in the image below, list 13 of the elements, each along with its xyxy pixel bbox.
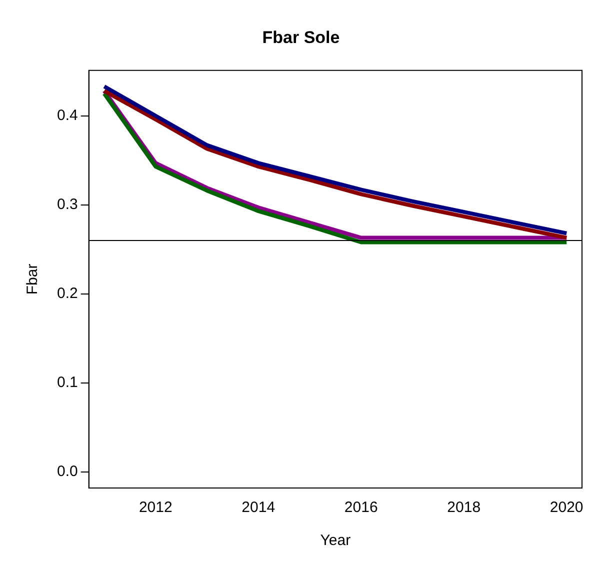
y-tick-label: 0.1 — [56, 374, 78, 392]
x-axis-title: Year — [320, 532, 351, 550]
x-tick-label: 2020 — [550, 499, 584, 516]
x-tick-label: 2012 — [138, 499, 172, 516]
y-tick-label: 0.3 — [56, 196, 78, 213]
y-axis-title: Fbar — [24, 264, 42, 295]
chart-title: Fbar Sole — [262, 28, 340, 47]
y-tick-label: 0.0 — [56, 463, 78, 480]
y-tick-label: 0.4 — [56, 106, 78, 124]
x-tick-label: 2014 — [242, 499, 276, 516]
x-tick-label: 2018 — [447, 499, 481, 516]
y-tick-label: 0.2 — [56, 285, 78, 302]
x-tick-label: 2016 — [344, 499, 378, 516]
